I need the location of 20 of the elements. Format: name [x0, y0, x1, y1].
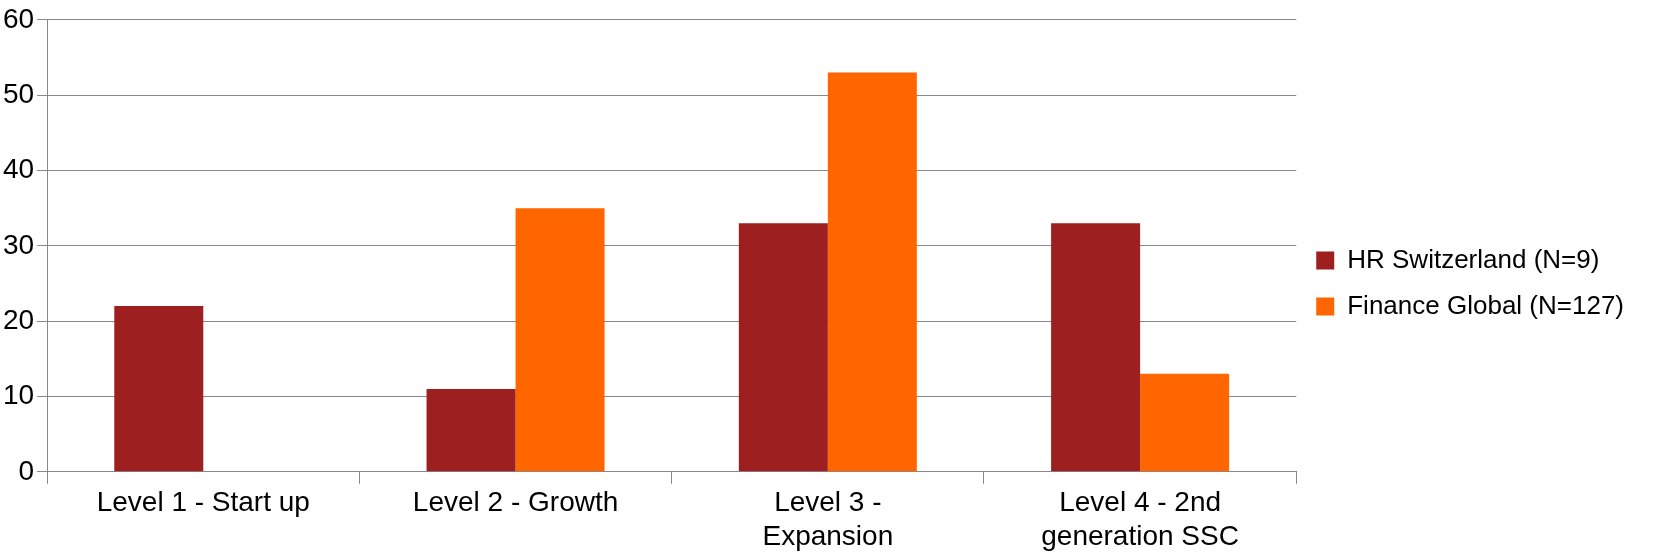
x-tick-label: Level 3 - Expansion [762, 486, 894, 551]
bar [827, 72, 917, 472]
y-tick-label: 20 [2, 303, 35, 335]
legend-label: HR Switzerland (N=9) [1347, 243, 1600, 274]
bar [738, 223, 828, 472]
x-tick-label: Level 4 - 2nd generation SSC [1041, 486, 1239, 551]
bar [1051, 223, 1141, 472]
bar [114, 306, 204, 472]
y-tick-label: 10 [2, 379, 35, 411]
bar [426, 388, 516, 472]
x-tick-label: Level 2 - Growth [412, 486, 619, 518]
y-tick-label: 60 [2, 2, 35, 34]
bar [1140, 373, 1230, 472]
y-tick-label: 50 [2, 77, 35, 109]
legend-label: Finance Global (N=127) [1347, 289, 1625, 320]
y-tick-label: 30 [2, 228, 35, 260]
bar [515, 208, 605, 472]
y-tick-label: 0 [18, 454, 35, 486]
x-tick-label: Level 1 - Start up [96, 486, 310, 518]
y-tick-label: 40 [2, 153, 35, 185]
